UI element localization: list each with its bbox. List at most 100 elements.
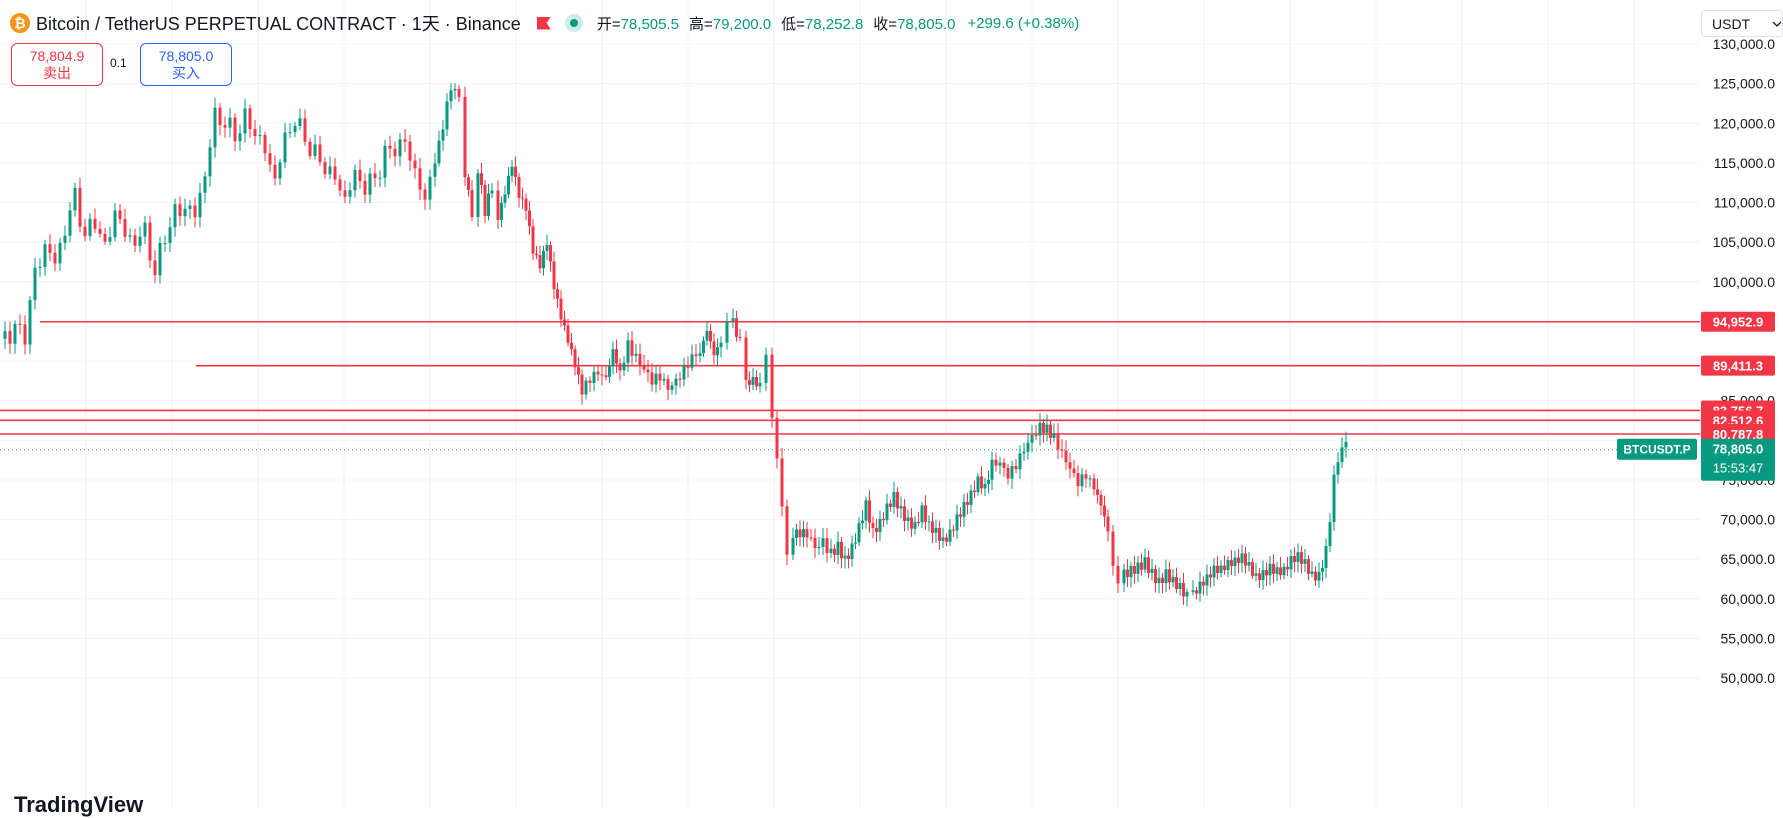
candle-body xyxy=(1038,422,1042,436)
price-axis-label: 70,000.0 xyxy=(1721,512,1776,528)
candle-body xyxy=(840,541,843,559)
candle-body xyxy=(1014,466,1018,470)
level-price-label: 80,787.8 xyxy=(1713,427,1764,442)
candle-body xyxy=(843,555,847,559)
symbol-tag xyxy=(1617,438,1697,460)
candle-body xyxy=(987,479,990,485)
candle-body xyxy=(690,354,694,368)
candle-body xyxy=(566,325,570,343)
candle-body xyxy=(976,476,980,493)
currency-select[interactable]: USDT xyxy=(1701,10,1783,37)
candle-body xyxy=(398,139,402,157)
candle-body xyxy=(1068,462,1072,469)
chart-grid xyxy=(0,0,1700,808)
symbol-title[interactable]: Bitcoin / TetherUS PERPETUAL CONTRACT · … xyxy=(36,14,521,34)
candle-body xyxy=(861,520,864,524)
candle-body xyxy=(1175,576,1178,590)
candle-body xyxy=(38,266,42,268)
candle-body xyxy=(1157,577,1161,584)
candle-body xyxy=(1293,556,1296,563)
candle-body xyxy=(1026,442,1030,452)
candle-body xyxy=(378,177,382,179)
price-axis-label: 65,000.0 xyxy=(1721,551,1776,567)
candle-body xyxy=(634,353,638,356)
candle-body xyxy=(333,166,337,180)
candle-body xyxy=(934,527,938,533)
candle-body xyxy=(712,341,716,356)
candle-body xyxy=(453,88,457,91)
candle-body xyxy=(854,542,857,544)
sell-price: 78,804.9 xyxy=(29,47,85,64)
candle-body xyxy=(1272,563,1275,574)
candle-body xyxy=(253,129,257,137)
candle-body xyxy=(927,521,931,523)
candle-body xyxy=(158,242,162,276)
candle-body xyxy=(1049,424,1052,438)
candle-body xyxy=(288,132,292,134)
candle-body xyxy=(990,459,994,480)
candle-body xyxy=(805,529,809,538)
candle-body xyxy=(775,417,779,459)
candle-body xyxy=(1332,474,1336,523)
tradingview-logo: TradingView xyxy=(14,792,144,817)
candle-body xyxy=(1072,468,1076,474)
flag-icon[interactable] xyxy=(536,16,551,30)
candle-body xyxy=(899,506,903,509)
candle-body xyxy=(258,134,262,137)
candle-body xyxy=(123,219,127,237)
candle-body xyxy=(223,125,227,128)
buy-price: 78,805.0 xyxy=(158,47,214,64)
candle-body xyxy=(1164,569,1168,584)
candle-body xyxy=(433,163,437,177)
candle-body xyxy=(836,541,840,555)
candle-body xyxy=(1191,590,1195,593)
candle-body xyxy=(980,476,983,489)
candle-body xyxy=(1126,569,1129,578)
candle-body xyxy=(483,184,487,216)
candle-body xyxy=(1212,565,1216,578)
candle-body xyxy=(1209,574,1212,578)
candle-body xyxy=(43,244,47,267)
candle-body xyxy=(813,537,817,548)
candle-body xyxy=(903,506,906,522)
candle-body xyxy=(802,529,805,538)
candle-body xyxy=(363,180,367,195)
candle-body xyxy=(1080,474,1084,487)
candle-body xyxy=(1084,474,1088,479)
candle-body xyxy=(1300,552,1303,564)
bitcoin-logo-icon: ₿ xyxy=(10,13,30,33)
candle-body xyxy=(83,226,87,237)
candle-body xyxy=(868,500,871,523)
close-label: 收= xyxy=(873,15,898,33)
candle-body xyxy=(698,353,702,357)
candle-body xyxy=(563,319,566,326)
candle-body xyxy=(78,187,82,227)
candle-body xyxy=(731,318,735,322)
candle-body xyxy=(892,492,896,507)
candle-body xyxy=(283,132,287,163)
candle-body xyxy=(233,117,237,142)
order-quantity[interactable]: 0.1 xyxy=(110,56,127,70)
candle-body xyxy=(1161,577,1164,584)
sell-button[interactable]: 78,804.9 卖出 xyxy=(11,43,103,86)
open-value: 78,505.5 xyxy=(620,15,679,33)
candle-body xyxy=(445,101,449,130)
candle-body xyxy=(88,218,92,237)
candle-body xyxy=(13,323,17,344)
candle-body xyxy=(857,523,861,543)
candle-body xyxy=(969,490,973,505)
candle-body xyxy=(630,340,634,356)
candle-body xyxy=(368,173,372,195)
candle-body xyxy=(716,347,719,356)
candle-body xyxy=(198,192,202,218)
candle-body xyxy=(638,353,642,366)
candle-body xyxy=(1336,462,1340,475)
candle-body xyxy=(457,88,461,97)
candle-body xyxy=(1254,573,1258,576)
candle-body xyxy=(694,354,698,357)
candle-body xyxy=(626,340,630,363)
buy-button[interactable]: 78,805.0 买入 xyxy=(140,43,232,86)
candle-body xyxy=(577,367,580,375)
price-axis-label: 100,000.0 xyxy=(1713,274,1775,290)
